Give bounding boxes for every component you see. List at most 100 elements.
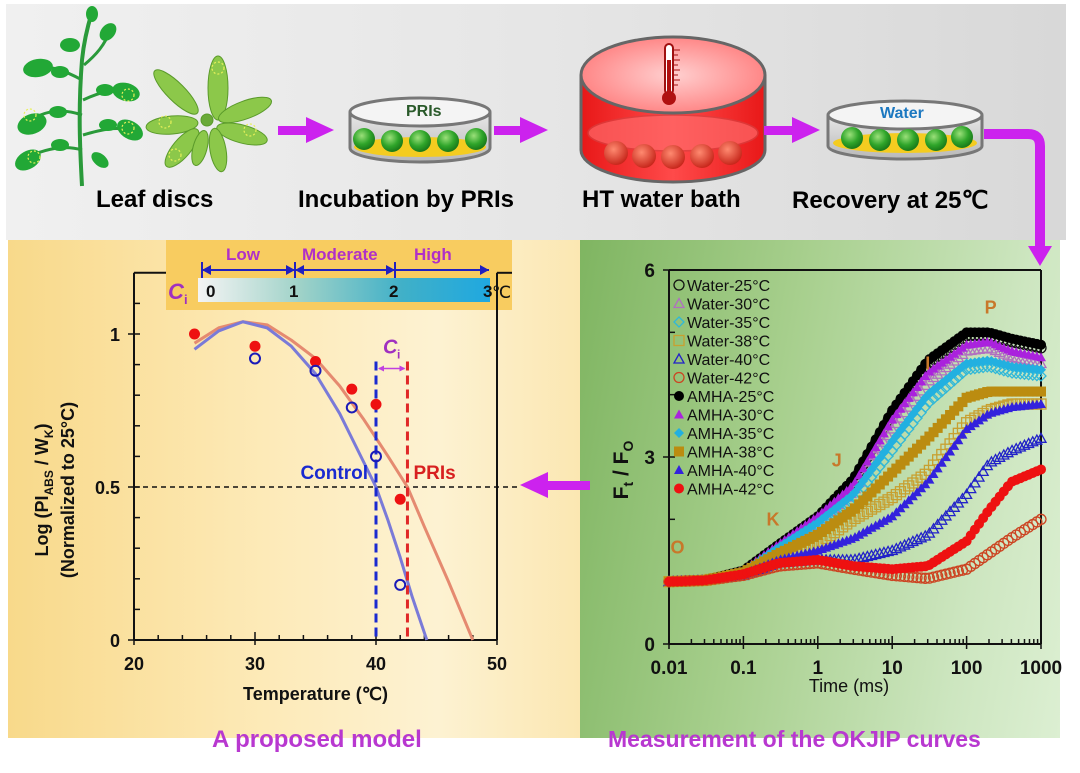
legend-marker (674, 391, 684, 401)
arrow-right-icon (764, 117, 820, 143)
phase-label-o: O (670, 538, 684, 558)
data-point (862, 525, 873, 535)
y-tick-label: 0 (110, 631, 120, 651)
y-tick-label: 1 (110, 325, 120, 345)
data-point (920, 479, 931, 489)
legend-item: Water-25°C (673, 278, 770, 295)
data-point (974, 415, 984, 425)
legend-label: AMHA-30°C (687, 408, 774, 425)
data-point (873, 547, 886, 559)
legend-marker (673, 316, 685, 328)
data-point (1014, 440, 1027, 452)
x-tick-label: 40 (366, 654, 386, 674)
y-axis-title: Ft / FO (610, 441, 636, 500)
x-tick-label: 0.1 (730, 658, 757, 679)
data-point (915, 471, 927, 483)
data-point (907, 477, 919, 489)
x-tick-label: 1 (813, 658, 824, 679)
data-point (1010, 442, 1023, 454)
data-point (977, 465, 990, 477)
tomato-plant-icon (15, 6, 143, 187)
data-point (1001, 446, 1015, 458)
data-point (869, 548, 882, 560)
data-point (858, 527, 869, 537)
data-point (850, 532, 860, 542)
data-point (945, 446, 956, 456)
data-point-control (394, 578, 407, 591)
data-point (870, 520, 881, 530)
legend-label: Water-35°C (687, 315, 770, 332)
ci-range-label: Moderate (302, 245, 378, 264)
ci-scale-subscript: i (184, 292, 188, 307)
x-tick-label: 0.01 (651, 658, 688, 679)
x-axis-title: Temperature (℃) (243, 684, 388, 704)
okjip-panel (580, 240, 1060, 738)
data-point (1036, 352, 1046, 362)
data-point-control (370, 450, 382, 463)
data-point (878, 515, 889, 525)
data-point (886, 491, 898, 504)
step-label-incubation: Incubation by PRIs (298, 186, 515, 213)
ci-annotation-subscript: i (397, 348, 400, 362)
phase-label-k: K (767, 510, 780, 530)
data-point (1036, 399, 1046, 409)
ci-range-arrowhead-right (286, 265, 295, 275)
data-point (883, 513, 894, 523)
data-point (936, 457, 947, 467)
x-tick-label: 1000 (1020, 658, 1062, 679)
x-tick-label: 50 (487, 654, 507, 674)
data-point-pris (249, 340, 261, 352)
data-point (907, 387, 918, 397)
data-point-pris (370, 398, 382, 410)
data-point (865, 549, 878, 561)
data-point (927, 371, 940, 383)
data-point (936, 569, 948, 581)
arrow-right-icon (494, 117, 548, 143)
legend-marker (674, 409, 684, 419)
data-point (981, 459, 994, 471)
data-point (866, 449, 877, 459)
data-point (944, 567, 956, 579)
y-axis-title: Log (PIABS / WK) (32, 423, 56, 556)
arabidopsis-plant-icon (145, 55, 272, 173)
data-point (854, 470, 865, 480)
legend-item: Water-35°C (673, 315, 770, 332)
data-point (932, 463, 943, 473)
data-point (965, 421, 976, 431)
control-annotation: Control (300, 463, 368, 484)
data-point (870, 442, 881, 452)
ci-range-label: Low (226, 245, 261, 264)
legend-marker (674, 465, 684, 474)
legend-label: Water-42°C (687, 371, 770, 388)
legend-item: AMHA-35°C (674, 426, 774, 443)
ci-range-arrowhead-left (295, 265, 304, 275)
y-tick-label: 0 (644, 635, 655, 656)
ci-scale-tick-label: 0 (206, 282, 215, 301)
legend-item: AMHA-38°C (674, 445, 774, 462)
legend-item: AMHA-42°C (674, 482, 774, 499)
legend-marker (673, 371, 685, 384)
data-point (919, 572, 931, 584)
legend-item: Water-38°C (673, 334, 770, 351)
data-point (952, 565, 964, 577)
data-point (960, 488, 973, 500)
water-dish-icon (826, 99, 984, 161)
legend-label: AMHA-35°C (687, 426, 774, 443)
legend-label: AMHA-40°C (687, 463, 774, 480)
data-point (891, 409, 902, 419)
data-point (874, 518, 885, 528)
data-point (997, 448, 1010, 460)
data-point (898, 538, 911, 550)
leaf-disc-markers (158, 61, 257, 162)
data-point (927, 571, 940, 583)
ci-range-arrowhead-right (480, 265, 489, 275)
legend-label: Water-30°C (687, 297, 770, 314)
data-point-pris (189, 328, 200, 340)
data-point (978, 412, 989, 422)
legend-label: Water-40°C (687, 352, 770, 369)
legend-item: Water-42°C (673, 371, 770, 388)
legend-item: AMHA-30°C (674, 408, 774, 425)
legend-label: Water-38°C (687, 334, 770, 351)
